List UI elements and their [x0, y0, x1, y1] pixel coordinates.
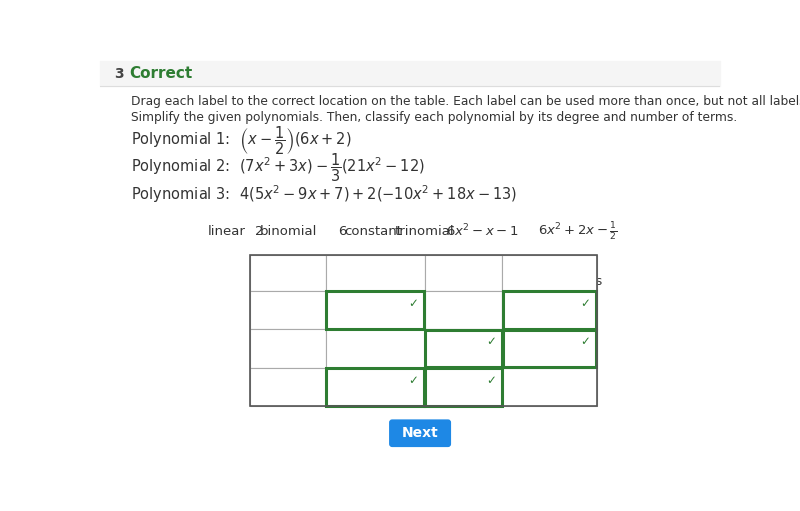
Text: binomial: binomial: [521, 342, 578, 355]
Text: monomial: monomial: [517, 381, 582, 393]
Bar: [425, 256, 502, 291]
Bar: [326, 256, 425, 291]
Text: trinomial: trinomial: [395, 225, 454, 238]
Bar: [502, 291, 596, 329]
Text: $3x + 4$: $3x + 4$: [354, 342, 396, 355]
Bar: [425, 330, 502, 367]
Text: Polynomial 2:  $(7x^2 + 3x) - \dfrac{1}{3}(21x^2 - 12)$: Polynomial 2: $(7x^2 + 3x) - \dfrac{1}{3…: [131, 151, 425, 184]
Text: quadratic: quadratic: [432, 304, 495, 316]
Bar: [425, 329, 502, 368]
Bar: [502, 256, 597, 291]
Text: Drag each label to the correct location on the table. Each label can be used mor: Drag each label to the correct location …: [131, 95, 800, 108]
Text: $6x^2 - x - 1$: $6x^2 - x - 1$: [338, 301, 411, 318]
Text: Polynomial 3:  $4(5x^2 - 9x + 7) + 2(-10x^2 + 18x - 13)$: Polynomial 3: $4(5x^2 - 9x + 7) + 2(-10x…: [131, 183, 517, 205]
Text: 1: 1: [283, 304, 292, 316]
Text: ✓: ✓: [581, 335, 590, 349]
Bar: [326, 368, 424, 406]
Text: ✓: ✓: [486, 374, 496, 387]
Text: Name by
Degree: Name by Degree: [436, 259, 491, 288]
Text: linear: linear: [207, 225, 246, 238]
Text: constant: constant: [344, 225, 402, 238]
Text: ✓: ✓: [409, 374, 418, 387]
Bar: [250, 368, 326, 406]
Text: ✓: ✓: [486, 335, 496, 349]
Text: 6: 6: [338, 225, 346, 238]
Text: ✓: ✓: [581, 297, 590, 310]
Text: $6x^2 + 2x - \frac{1}{2}$: $6x^2 + 2x - \frac{1}{2}$: [538, 220, 618, 243]
Bar: [250, 329, 326, 368]
Bar: [425, 368, 502, 406]
Bar: [502, 330, 596, 367]
Bar: [502, 329, 597, 368]
Text: 2: 2: [254, 225, 263, 238]
Bar: [326, 368, 425, 406]
Text: Simplify the given polynomials. Then, classify each polynomial by its degree and: Simplify the given polynomials. Then, cl…: [131, 111, 738, 124]
Bar: [326, 291, 424, 329]
Text: Name by
Number of Terms: Name by Number of Terms: [497, 259, 602, 288]
Bar: [250, 256, 326, 291]
Bar: [326, 291, 425, 329]
Text: 3: 3: [283, 381, 292, 393]
Text: Polynomial 1:  $\left(x - \dfrac{1}{2}\right)(6x + 2)$: Polynomial 1: $\left(x - \dfrac{1}{2}\ri…: [131, 124, 351, 157]
Bar: [250, 256, 597, 406]
Text: ✓: ✓: [409, 297, 418, 310]
Text: $2$: $2$: [370, 381, 380, 393]
Text: Simplified Form: Simplified Form: [327, 267, 423, 280]
Bar: [100, 61, 720, 86]
Bar: [502, 368, 597, 406]
Bar: [326, 329, 425, 368]
Text: 2: 2: [283, 342, 292, 355]
Bar: [250, 291, 326, 329]
Text: $6x^2 - x - 1$: $6x^2 - x - 1$: [446, 223, 519, 240]
Text: Next: Next: [402, 426, 438, 440]
FancyBboxPatch shape: [389, 420, 451, 447]
Bar: [425, 291, 502, 329]
Text: Polynomial: Polynomial: [254, 267, 321, 280]
Bar: [502, 291, 597, 329]
Text: Correct: Correct: [130, 66, 193, 81]
Text: trinomial: trinomial: [520, 304, 579, 316]
Text: binomial: binomial: [260, 225, 317, 238]
Bar: [425, 368, 502, 406]
Text: constant: constant: [434, 381, 493, 393]
Text: linear: linear: [445, 342, 482, 355]
Text: 3: 3: [114, 66, 123, 81]
